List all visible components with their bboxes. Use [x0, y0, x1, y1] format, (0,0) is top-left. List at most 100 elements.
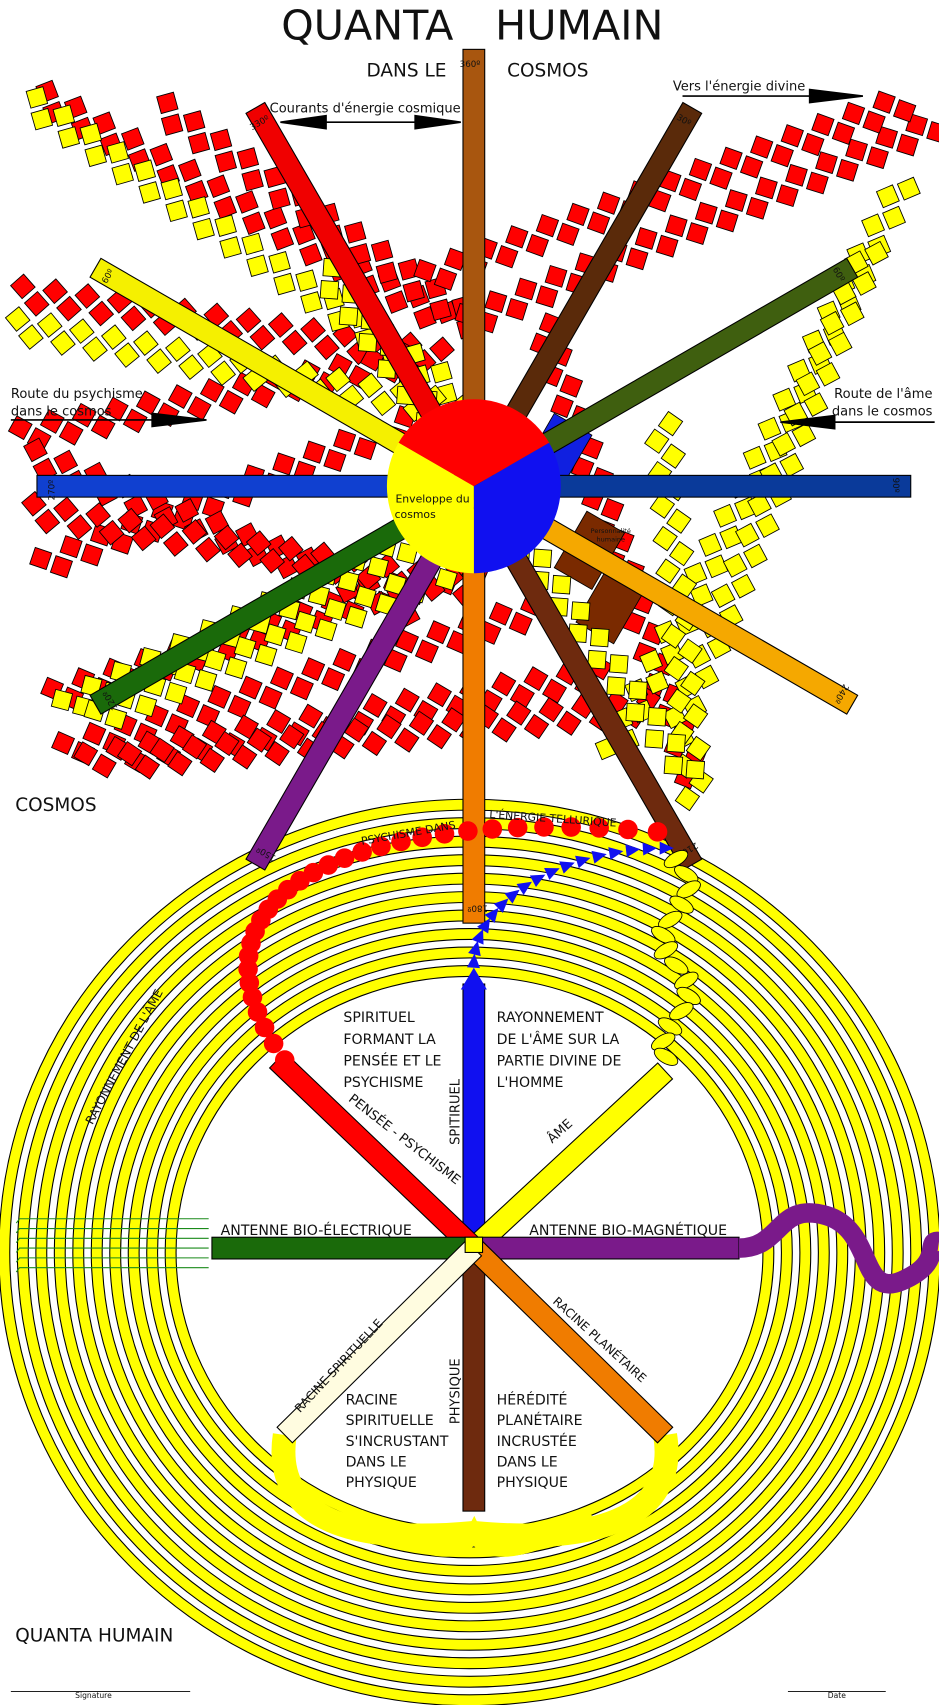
chain-square — [679, 178, 701, 200]
chain-square — [560, 375, 583, 398]
psyche-dot — [483, 819, 503, 839]
chain-square — [610, 655, 629, 674]
chain-square — [147, 349, 171, 373]
chain-square — [515, 278, 537, 300]
chain-square — [320, 281, 339, 300]
chain-square — [219, 390, 243, 414]
chain-square — [883, 206, 906, 229]
label: S'INCRUSTANT — [346, 1434, 449, 1450]
arrow-head — [415, 116, 461, 129]
chain-square — [807, 172, 829, 194]
chain-square — [24, 292, 49, 317]
chain-square — [635, 228, 657, 250]
chain-square — [242, 233, 263, 254]
bio-electric-bar-bar — [212, 1237, 474, 1259]
personality-label: humaine — [597, 536, 626, 544]
chain-square — [43, 279, 68, 304]
label: DANS LE — [497, 1455, 558, 1471]
chain-square — [89, 301, 114, 326]
chain-square — [711, 584, 735, 608]
chain-square — [557, 711, 581, 735]
section-label: COSMOS — [15, 795, 96, 816]
chain-square — [601, 498, 624, 521]
chain-square — [670, 541, 694, 565]
chain-square — [67, 515, 92, 540]
chain-square — [92, 754, 116, 778]
chain-square — [30, 547, 52, 569]
chain-square — [302, 658, 325, 681]
label: PLANÉTAIRE — [497, 1412, 583, 1429]
chain-square — [557, 223, 579, 245]
label: RACINE — [346, 1393, 398, 1409]
chain-square — [756, 177, 778, 199]
chain-square — [539, 698, 563, 722]
page: 360º30º60º90º240º210º180º150º120º270º60º… — [0, 0, 939, 1705]
label: SPITIRUEL — [449, 1078, 464, 1145]
chain-square — [179, 355, 203, 379]
chain-square — [927, 122, 939, 144]
envelope-label: Enveloppe du — [395, 493, 469, 506]
chain-square — [339, 307, 358, 326]
chain-square — [743, 446, 766, 469]
chain-square — [166, 337, 190, 361]
chain-square — [590, 628, 609, 647]
chain-square — [699, 533, 722, 556]
chain-square — [290, 677, 313, 700]
chain-square — [367, 557, 388, 578]
chain-square — [656, 235, 678, 257]
chain-square — [428, 683, 452, 707]
subtitle: COSMOS — [507, 61, 588, 82]
chain-square — [746, 197, 768, 219]
chain-square — [210, 129, 231, 150]
chain-square — [220, 237, 241, 258]
diagram: 360º30º60º90º240º210º180º150º120º270º60º… — [0, 0, 939, 1705]
label: DE L'ÂME SUR LA — [497, 1030, 620, 1048]
core — [465, 1237, 482, 1252]
chain-square — [371, 391, 395, 415]
chain-square — [506, 226, 528, 248]
chain-square — [150, 143, 172, 165]
chain-square — [427, 725, 451, 749]
chain-square — [771, 145, 793, 167]
psyche-dot — [335, 848, 355, 868]
label: PSYCHISME — [343, 1075, 423, 1091]
chain-square — [70, 319, 94, 343]
chain-square — [50, 556, 72, 578]
degree-label: 360º — [460, 60, 481, 70]
chain-square — [54, 497, 79, 522]
chain-square — [52, 732, 75, 755]
chain-square — [334, 429, 356, 451]
chain-square — [837, 159, 859, 181]
chain-square — [667, 734, 686, 753]
chain-square — [11, 274, 36, 299]
chain-square — [301, 318, 326, 343]
chain-square — [271, 228, 293, 250]
chain-square — [812, 113, 834, 135]
chain-square — [54, 450, 78, 474]
chain-square — [751, 136, 773, 158]
annotation: Vers l'énergie divine — [673, 80, 805, 95]
chain-square — [51, 331, 75, 355]
spiritual-bar — [463, 984, 485, 1248]
label: PHYSIQUE — [497, 1475, 568, 1491]
psyche-dot — [458, 821, 478, 841]
chain-square — [545, 266, 567, 288]
label: INCRUSTÉE — [497, 1433, 577, 1450]
chain-square — [242, 169, 263, 190]
chain-square — [897, 177, 920, 200]
degree-label: 180º — [467, 902, 488, 912]
chain-square — [214, 196, 236, 218]
chain-square — [301, 292, 322, 313]
chain-square — [270, 667, 293, 690]
chain-square — [780, 453, 804, 477]
annotation: Route du psychisme — [11, 387, 143, 402]
chain-square — [710, 167, 732, 189]
chain-square — [645, 730, 664, 749]
chain-square — [705, 555, 728, 578]
chain-square — [725, 190, 747, 212]
chain-square — [571, 602, 590, 621]
chain-square — [509, 612, 532, 635]
chain-square — [207, 175, 229, 197]
envelope-label: cosmos — [395, 508, 436, 521]
chain-square — [758, 417, 781, 440]
